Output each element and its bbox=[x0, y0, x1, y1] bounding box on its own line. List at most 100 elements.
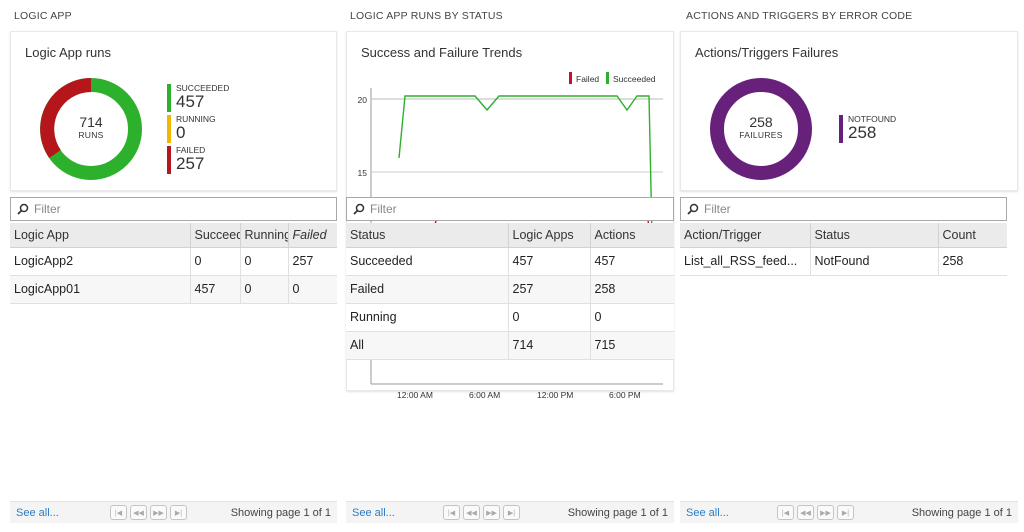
next-page-icon[interactable]: ▶▶ bbox=[483, 505, 500, 520]
table-header-row: Action/Trigger Status Count bbox=[680, 223, 1007, 248]
runs-donut-chart bbox=[40, 78, 142, 180]
table-cell: 0 bbox=[288, 275, 337, 304]
table-cell: 0 bbox=[590, 303, 674, 332]
legend-failed[interactable]: FAILED 257 bbox=[167, 145, 229, 176]
table-cell: 457 bbox=[590, 247, 674, 276]
table-cell: All bbox=[346, 331, 509, 360]
donut-failed-slice bbox=[40, 78, 92, 158]
x-tick-label: 12:00 AM bbox=[397, 390, 433, 400]
filter-box bbox=[680, 197, 1007, 221]
table-cell: 0 bbox=[508, 303, 591, 332]
next-page-icon[interactable]: ▶▶ bbox=[150, 505, 167, 520]
y-tick-label: 20 bbox=[358, 95, 368, 105]
table-row[interactable]: Running 0 0 bbox=[346, 303, 674, 332]
legend-failed-swatch bbox=[569, 72, 572, 84]
column-header[interactable]: Action/Trigger bbox=[680, 223, 811, 248]
runs-by-status-table: Status Logic Apps Actions Succeeded 457 … bbox=[346, 223, 674, 360]
legend-failed-label: Failed bbox=[576, 74, 599, 84]
legend-color-swatch bbox=[839, 115, 843, 143]
page-status: Showing page 1 of 1 bbox=[567, 507, 668, 519]
see-all-link[interactable]: See all... bbox=[352, 506, 395, 519]
legend-succeeded[interactable]: SUCCEEDED 457 bbox=[167, 83, 229, 114]
table-cell: 0 bbox=[240, 247, 289, 276]
last-page-icon[interactable]: ▶| bbox=[837, 505, 854, 520]
table-header-row: Logic App Succeeded Running Failed bbox=[10, 223, 337, 248]
section-title: LOGIC APP RUNS BY STATUS bbox=[350, 10, 503, 22]
table-cell: NotFound bbox=[810, 247, 939, 276]
errors-table: Action/Trigger Status Count List_all_RSS… bbox=[680, 223, 1007, 276]
legend-notfound[interactable]: NOTFOUND 258 bbox=[839, 114, 896, 145]
donut-total: 258 bbox=[749, 114, 773, 130]
runs-by-status-panel: LOGIC APP RUNS BY STATUS Success and Fai… bbox=[342, 0, 674, 532]
column-header[interactable]: Logic Apps bbox=[508, 223, 591, 248]
donut-label: FAILURES bbox=[739, 130, 783, 140]
chart-legend: Failed Succeeded bbox=[569, 72, 656, 84]
next-page-icon[interactable]: ▶▶ bbox=[817, 505, 834, 520]
column-header[interactable]: Status bbox=[346, 223, 509, 248]
column-header[interactable]: Status bbox=[810, 223, 939, 248]
filter-input[interactable] bbox=[34, 202, 314, 216]
column-header[interactable]: Count bbox=[938, 223, 1007, 248]
table-row[interactable]: Succeeded 457 457 bbox=[346, 247, 674, 276]
table-cell: 0 bbox=[240, 275, 289, 304]
prev-page-icon[interactable]: ◀◀ bbox=[130, 505, 147, 520]
section-title: ACTIONS AND TRIGGERS BY ERROR CODE bbox=[686, 10, 913, 22]
filter-input[interactable] bbox=[704, 202, 984, 216]
failures-tile[interactable]: Actions/Triggers Failures 258 FAILURES N… bbox=[680, 31, 1018, 191]
table-cell: 0 bbox=[190, 247, 241, 276]
runs-legend: SUCCEEDED 457 RUNNING 0 FAILED 257 bbox=[167, 83, 229, 176]
see-all-link[interactable]: See all... bbox=[686, 506, 729, 519]
first-page-icon[interactable]: |◀ bbox=[777, 505, 794, 520]
legend-succeeded-swatch bbox=[606, 72, 609, 84]
failures-donut-chart bbox=[710, 78, 812, 180]
table-row[interactable]: List_all_RSS_feed... NotFound 258 bbox=[680, 247, 1007, 276]
logic-app-runs-tile[interactable]: Logic App runs 714 RUNS SUCCEEDED 457 RU… bbox=[10, 31, 337, 191]
table-row[interactable]: LogicApp2 0 0 257 bbox=[10, 247, 337, 276]
table-cell: 258 bbox=[590, 275, 674, 304]
column-header[interactable]: Actions bbox=[590, 223, 674, 248]
table-row[interactable]: All 714 715 bbox=[346, 331, 674, 360]
table-footer: See all... |◀ ◀◀ ▶▶ ▶| Showing page 1 of… bbox=[346, 501, 674, 523]
pager: |◀ ◀◀ ▶▶ ▶| bbox=[443, 505, 520, 520]
logic-app-table: Logic App Succeeded Running Failed Logic… bbox=[10, 223, 337, 304]
prev-page-icon[interactable]: ◀◀ bbox=[463, 505, 480, 520]
tile-title: Logic App runs bbox=[25, 45, 112, 60]
table-cell: 257 bbox=[288, 247, 337, 276]
x-tick-label: 6:00 AM bbox=[469, 390, 501, 400]
donut-total: 714 bbox=[79, 114, 103, 130]
first-page-icon[interactable]: |◀ bbox=[443, 505, 460, 520]
page-status: Showing page 1 of 1 bbox=[911, 507, 1012, 519]
legend-value: 0 bbox=[176, 123, 186, 142]
table-row[interactable]: Failed 257 258 bbox=[346, 275, 674, 304]
legend-running[interactable]: RUNNING 0 bbox=[167, 114, 229, 145]
see-all-link[interactable]: See all... bbox=[16, 506, 59, 519]
table-cell: 457 bbox=[190, 275, 241, 304]
table-cell: Succeeded bbox=[346, 247, 509, 276]
table-cell: Failed bbox=[346, 275, 509, 304]
search-icon bbox=[17, 203, 29, 215]
table-cell: 715 bbox=[590, 331, 674, 360]
last-page-icon[interactable]: ▶| bbox=[170, 505, 187, 520]
filter-input[interactable] bbox=[370, 202, 650, 216]
column-header[interactable]: Logic App bbox=[10, 223, 191, 248]
filter-box bbox=[10, 197, 337, 221]
column-header[interactable]: Running bbox=[240, 223, 289, 248]
y-tick-label: 15 bbox=[358, 168, 368, 178]
column-header[interactable]: Failed bbox=[288, 223, 337, 248]
first-page-icon[interactable]: |◀ bbox=[110, 505, 127, 520]
table-header-row: Status Logic Apps Actions bbox=[346, 223, 674, 248]
table-cell: List_all_RSS_feed... bbox=[680, 247, 811, 276]
prev-page-icon[interactable]: ◀◀ bbox=[797, 505, 814, 520]
last-page-icon[interactable]: ▶| bbox=[503, 505, 520, 520]
logic-app-panel: LOGIC APP Logic App runs 714 RUNS SUCCEE… bbox=[0, 0, 338, 532]
section-title: LOGIC APP bbox=[14, 10, 72, 22]
column-header[interactable]: Succeeded bbox=[190, 223, 241, 248]
x-tick-label: 12:00 PM bbox=[537, 390, 574, 400]
x-tick-label: 6:00 PM bbox=[609, 390, 641, 400]
table-row[interactable]: LogicApp01 457 0 0 bbox=[10, 275, 337, 304]
table-footer: See all... |◀ ◀◀ ▶▶ ▶| Showing page 1 of… bbox=[10, 501, 337, 523]
legend-name: SUCCEEDED bbox=[176, 83, 230, 93]
table-cell: LogicApp01 bbox=[10, 275, 191, 304]
table-cell: Running bbox=[346, 303, 509, 332]
table-cell: 257 bbox=[508, 275, 591, 304]
